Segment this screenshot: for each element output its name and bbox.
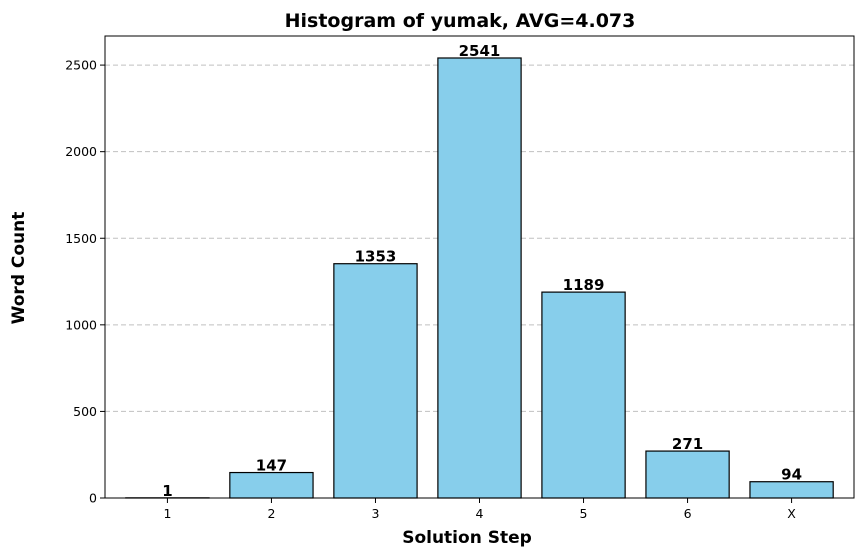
data-label-4: 2541 xyxy=(459,42,501,60)
bar-6 xyxy=(645,450,730,499)
bar-4 xyxy=(437,57,522,499)
y-tick-label: 0 xyxy=(89,491,97,506)
x-axis: 1 2 3 4 5 6 X xyxy=(163,498,796,521)
y-tick-label: 500 xyxy=(73,404,97,419)
chart-title: Histogram of yumak, AVG=4.073 xyxy=(285,10,636,32)
data-label-3: 1353 xyxy=(355,248,397,266)
x-tick-label: 3 xyxy=(371,506,379,521)
data-label-2: 147 xyxy=(256,457,287,475)
x-tick-label: 4 xyxy=(476,506,484,521)
y-tick-label: 1000 xyxy=(65,317,97,332)
x-axis-label: Solution Step xyxy=(402,528,532,548)
bars xyxy=(125,57,834,499)
data-labels: 1 147 1353 2541 1189 271 94 xyxy=(162,42,802,500)
x-tick-label: X xyxy=(787,506,796,521)
data-label-1: 1 xyxy=(162,482,172,500)
bar-5 xyxy=(541,291,626,499)
x-tick-label: 2 xyxy=(267,506,275,521)
y-tick-label: 1500 xyxy=(65,231,97,246)
data-label-X: 94 xyxy=(781,466,802,484)
x-tick-label: 6 xyxy=(684,506,692,521)
y-tick-label: 2000 xyxy=(65,144,97,159)
y-axis-label: Word Count xyxy=(9,212,29,325)
y-axis: 0 500 1000 1500 2000 2500 xyxy=(65,58,105,506)
bar-3 xyxy=(333,263,418,499)
x-tick-label: 1 xyxy=(163,506,171,521)
x-tick-label: 5 xyxy=(580,506,588,521)
data-label-5: 1189 xyxy=(563,276,605,294)
bar-X xyxy=(749,481,834,499)
y-tick-label: 2500 xyxy=(65,58,97,73)
bar-2 xyxy=(229,471,314,499)
data-label-6: 271 xyxy=(672,435,703,453)
